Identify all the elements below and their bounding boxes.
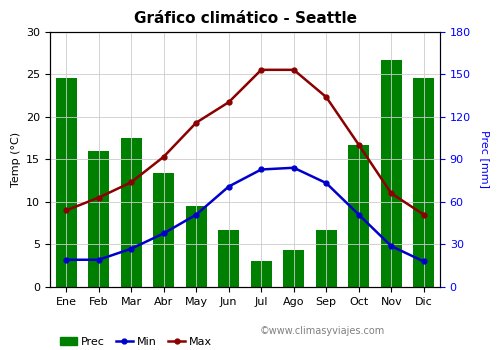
Bar <box>348 145 370 287</box>
Bar <box>153 174 174 287</box>
Text: ©www.climasyviajes.com: ©www.climasyviajes.com <box>260 326 385 336</box>
Legend: Prec, Min, Max: Prec, Min, Max <box>56 332 217 350</box>
Bar <box>186 206 207 287</box>
Bar <box>120 138 142 287</box>
Bar <box>413 78 434 287</box>
Bar <box>380 60 402 287</box>
Bar <box>88 151 110 287</box>
Title: Gráfico climático - Seattle: Gráfico climático - Seattle <box>134 11 356 26</box>
Y-axis label: Temp (°C): Temp (°C) <box>10 132 20 187</box>
Y-axis label: Prec [mm]: Prec [mm] <box>480 130 490 188</box>
Bar <box>316 230 337 287</box>
Bar <box>250 261 272 287</box>
Bar <box>283 250 304 287</box>
Bar <box>218 230 240 287</box>
Bar <box>56 78 77 287</box>
